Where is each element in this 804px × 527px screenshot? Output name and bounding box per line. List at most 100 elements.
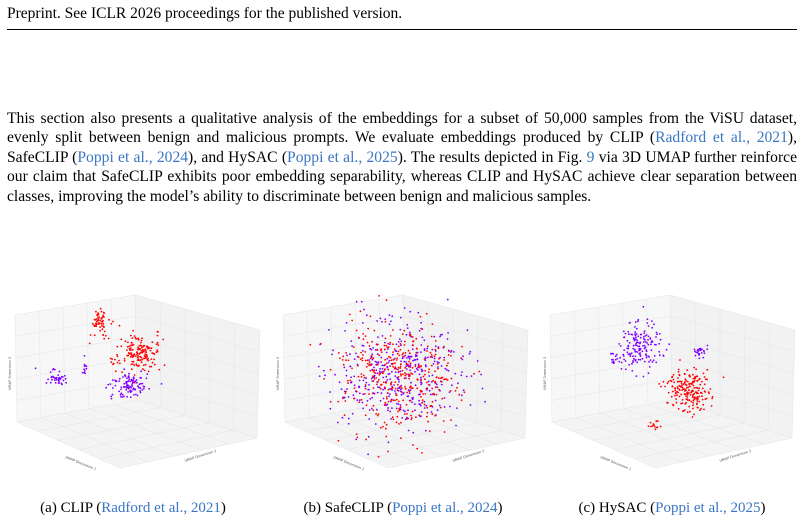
- embedding-point: [698, 377, 701, 380]
- embedding-point: [404, 340, 406, 343]
- embedding-point: [118, 359, 120, 362]
- citation-link[interactable]: Radford et al., 2021: [101, 500, 221, 516]
- embedding-point: [110, 395, 113, 398]
- embedding-point: [143, 369, 146, 372]
- embedding-point: [454, 390, 457, 392]
- embedding-point: [341, 359, 344, 361]
- embedding-point: [434, 345, 437, 348]
- embedding-point: [337, 439, 340, 442]
- embedding-point: [399, 406, 402, 408]
- embedding-point: [377, 386, 379, 389]
- embedding-point: [662, 355, 665, 357]
- embedding-point: [329, 407, 332, 410]
- embedding-point: [400, 437, 402, 439]
- embedding-point: [386, 366, 389, 369]
- embedding-point: [140, 341, 142, 344]
- embedding-point: [417, 366, 419, 369]
- embedding-point: [130, 390, 133, 392]
- embedding-point: [688, 392, 690, 394]
- embedding-point: [642, 375, 645, 378]
- embedding-point: [389, 356, 392, 359]
- embedding-point: [362, 393, 365, 396]
- embedding-point: [366, 400, 369, 402]
- embedding-point: [127, 352, 130, 354]
- embedding-point: [397, 410, 399, 413]
- embedding-point: [96, 314, 99, 317]
- embedding-point: [418, 399, 420, 402]
- embedding-point: [417, 363, 420, 366]
- embedding-point: [678, 388, 681, 391]
- citation-link[interactable]: 9: [586, 148, 595, 166]
- embedding-point: [355, 329, 358, 332]
- embedding-point: [433, 355, 436, 358]
- embedding-point: [400, 421, 402, 424]
- embedding-point: [402, 409, 405, 412]
- embedding-point: [371, 358, 374, 361]
- embedding-point: [674, 394, 676, 397]
- embedding-point: [694, 391, 697, 394]
- embedding-point: [468, 352, 471, 355]
- embedding-point: [685, 386, 688, 389]
- embedding-point: [351, 319, 353, 322]
- embedding-point: [458, 393, 461, 396]
- embedding-point: [399, 328, 402, 331]
- embedding-point: [380, 392, 383, 395]
- embedding-point: [123, 357, 126, 360]
- embedding-point: [135, 363, 138, 365]
- embedding-point: [133, 380, 135, 383]
- embedding-point: [678, 373, 681, 376]
- citation-link[interactable]: Radford et al., 2021: [655, 129, 788, 147]
- embedding-point: [385, 435, 388, 438]
- embedding-point: [387, 368, 390, 371]
- embedding-point: [347, 396, 350, 398]
- embedding-point: [643, 347, 646, 350]
- embedding-point: [83, 354, 86, 357]
- embedding-point: [351, 367, 353, 370]
- embedding-point: [410, 418, 413, 421]
- embedding-point: [386, 357, 389, 360]
- citation-link[interactable]: Poppi et al., 2025: [287, 148, 398, 166]
- embedding-point: [355, 300, 358, 303]
- embedding-point: [380, 356, 383, 359]
- citation-link[interactable]: Poppi et al., 2024: [77, 148, 189, 166]
- embedding-point: [337, 421, 339, 424]
- grid-line: [380, 404, 498, 445]
- embedding-point: [635, 375, 638, 377]
- embedding-point: [374, 372, 377, 374]
- citation-link[interactable]: Poppi et al., 2024: [392, 500, 498, 516]
- embedding-point: [409, 331, 411, 334]
- embedding-point: [653, 323, 655, 326]
- embedding-point: [141, 382, 144, 385]
- embedding-point: [420, 391, 422, 393]
- embedding-point: [431, 323, 434, 325]
- embedding-point: [400, 391, 403, 394]
- embedding-point: [132, 379, 135, 382]
- embedding-point: [433, 360, 436, 363]
- embedding-point: [696, 396, 699, 398]
- embedding-point: [634, 360, 637, 362]
- embedding-point: [658, 383, 661, 385]
- embedding-point: [83, 371, 86, 374]
- embedding-point: [384, 381, 387, 384]
- embedding-point: [431, 387, 434, 390]
- embedding-point: [343, 366, 346, 369]
- embedding-point: [379, 317, 382, 320]
- embedding-point: [114, 370, 117, 373]
- embedding-point: [143, 354, 146, 357]
- grid-line: [551, 378, 672, 401]
- embedding-point: [403, 307, 406, 309]
- embedding-point: [394, 392, 397, 395]
- embedding-point: [116, 361, 119, 364]
- embedding-point: [401, 353, 404, 356]
- citation-link[interactable]: Poppi et al., 2025: [655, 500, 761, 516]
- embedding-point: [698, 347, 701, 350]
- embedding-point: [701, 395, 703, 398]
- embedding-point: [137, 355, 140, 358]
- embedding-point: [657, 420, 659, 422]
- embedding-point: [387, 450, 389, 453]
- embedding-point: [398, 407, 401, 410]
- embedding-point: [429, 405, 432, 407]
- embedding-point: [147, 370, 150, 373]
- embedding-point: [639, 355, 642, 357]
- embedding-point: [369, 364, 372, 367]
